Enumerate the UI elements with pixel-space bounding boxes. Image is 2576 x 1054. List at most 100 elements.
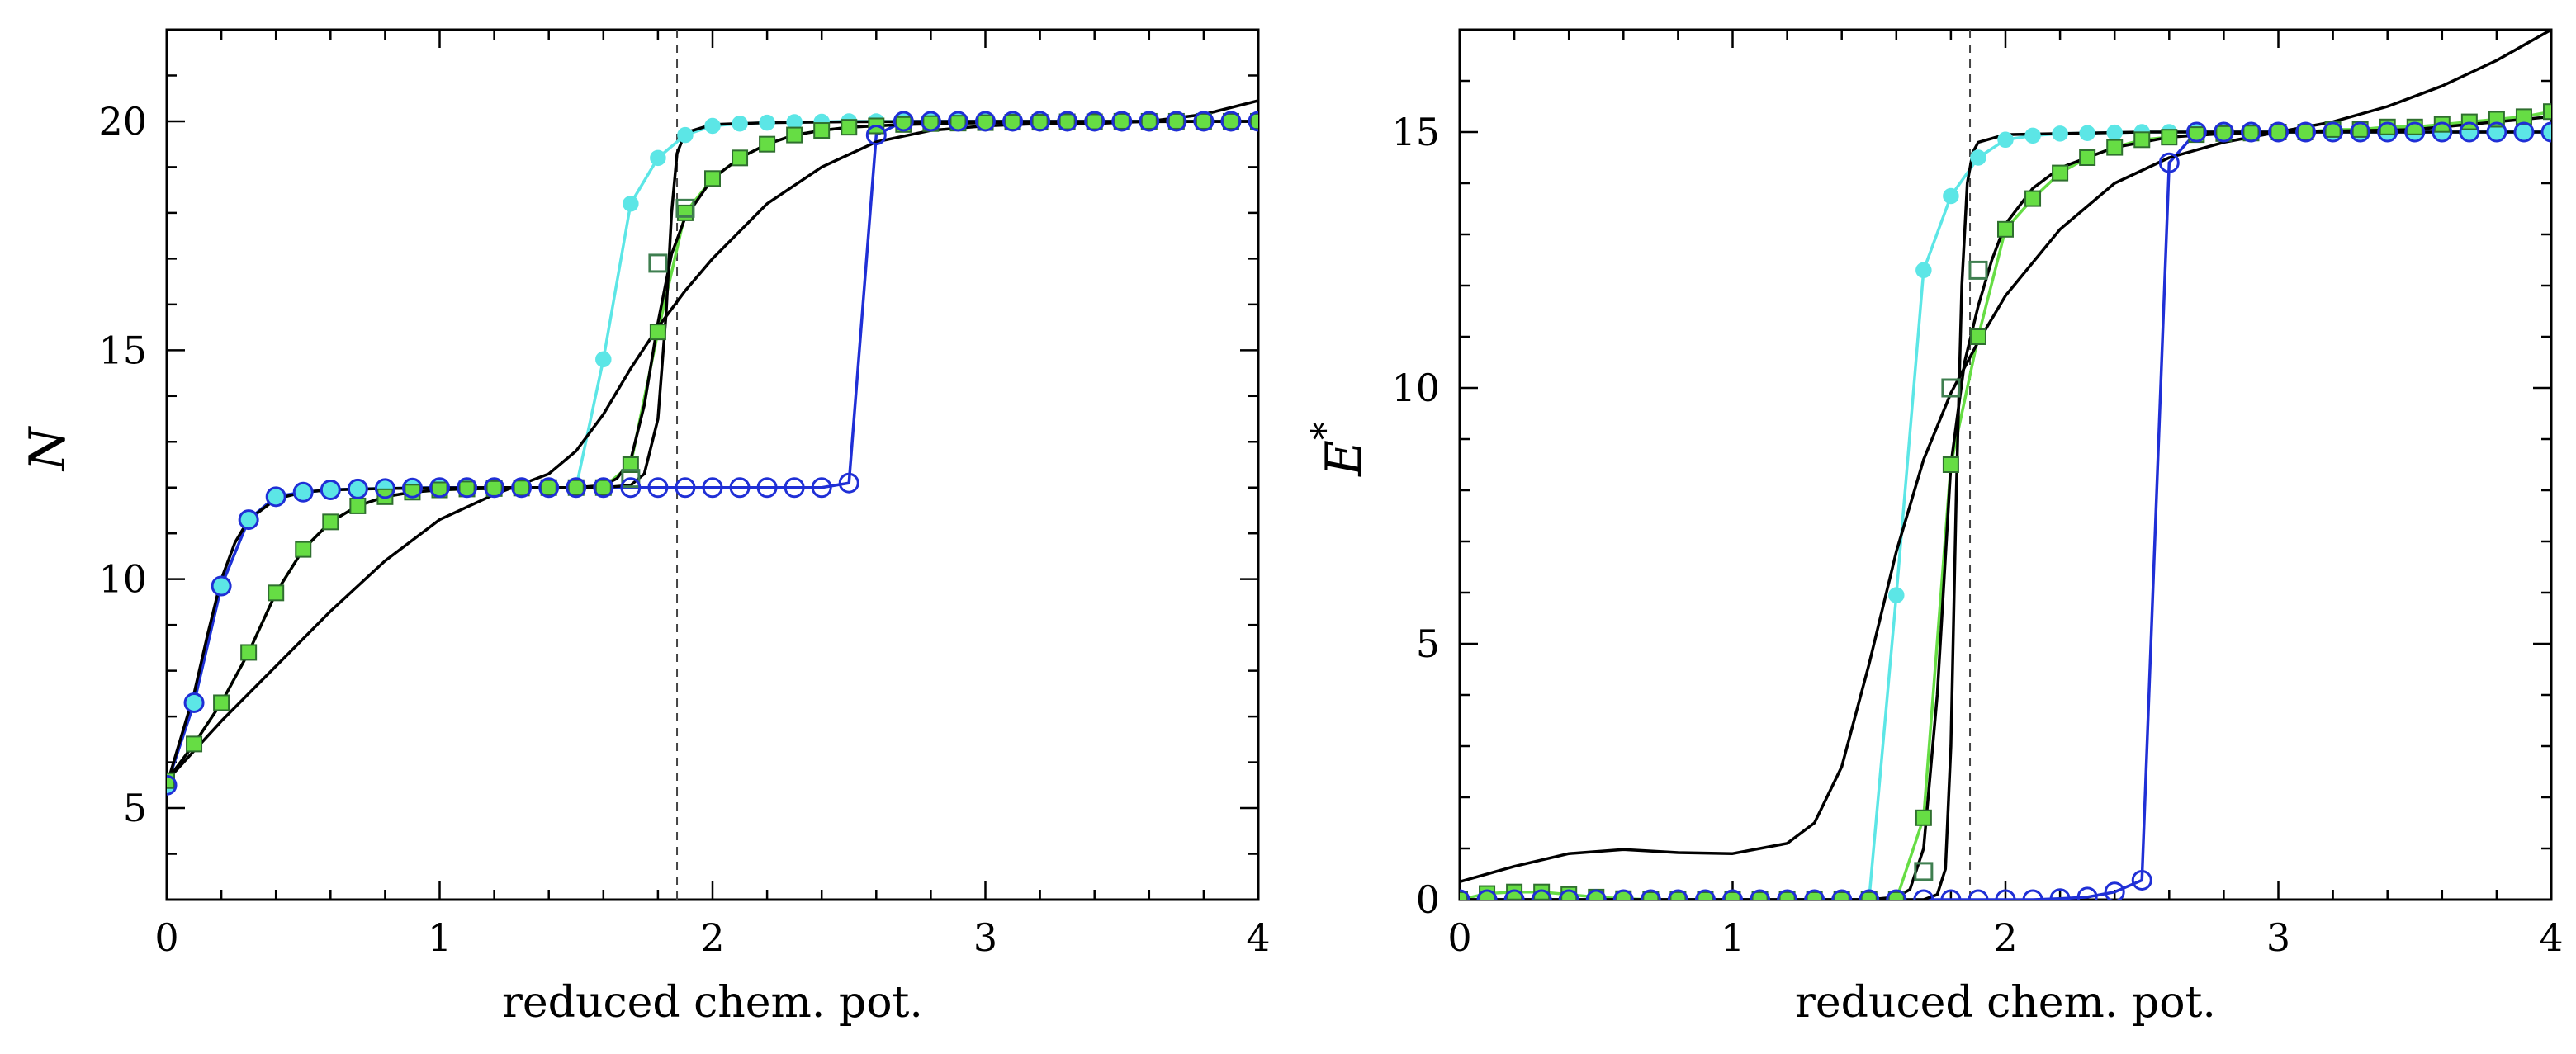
data-point	[567, 479, 585, 496]
data-point	[1476, 889, 1498, 900]
data-point	[1503, 889, 1525, 900]
x-tick-label: 2	[1993, 915, 2017, 960]
data-point	[1940, 889, 1962, 900]
data-point	[2516, 124, 2532, 140]
data-point	[676, 204, 694, 221]
data-point	[240, 511, 257, 528]
data-point	[322, 513, 339, 531]
data-point	[2540, 121, 2551, 143]
x-tick-label: 2	[700, 915, 724, 960]
data-point	[1558, 889, 1579, 900]
data-point	[1030, 111, 1051, 132]
y-axis-label-left: N	[19, 425, 77, 472]
data-point	[2133, 131, 2151, 149]
data-point	[513, 480, 530, 497]
data-point	[1086, 113, 1103, 130]
series-curve	[1460, 30, 2551, 883]
data-point	[2106, 139, 2124, 156]
data-point	[1113, 112, 1130, 130]
data-point	[677, 126, 694, 144]
series-line	[167, 120, 1258, 786]
data-point	[2049, 888, 2071, 900]
data-point	[265, 486, 286, 508]
data-point	[1722, 889, 1743, 900]
data-point	[2104, 881, 2125, 900]
data-point	[2024, 127, 2041, 144]
data-point	[704, 117, 721, 135]
data-point	[1220, 111, 1242, 132]
data-point	[240, 644, 258, 661]
data-point	[649, 324, 666, 341]
data-point	[457, 477, 478, 499]
data-point	[1506, 883, 1523, 900]
y-tick-label: 10	[98, 557, 147, 602]
data-point	[511, 477, 533, 499]
data-point	[484, 477, 505, 499]
data-point	[401, 477, 423, 499]
series-curve	[1460, 130, 2551, 900]
data-point	[841, 119, 858, 136]
data-point	[865, 125, 887, 146]
data-point	[1669, 891, 1687, 900]
data-point	[1888, 587, 1905, 603]
data-point	[1833, 891, 1850, 900]
data-point	[538, 477, 560, 499]
data-point	[2106, 124, 2123, 141]
series-line	[1460, 130, 2551, 900]
data-point	[704, 170, 721, 187]
series-line	[167, 120, 1258, 782]
data-point	[1585, 889, 1607, 900]
data-point	[1887, 891, 1905, 900]
data-point	[1640, 889, 1661, 900]
data-point	[295, 541, 312, 558]
x-tick-label: 4	[1246, 915, 1270, 960]
data-point	[675, 477, 696, 499]
data-point	[2513, 121, 2535, 143]
data-point	[622, 456, 639, 473]
data-point	[2185, 121, 2207, 143]
data-point	[648, 253, 668, 273]
plot-frame	[1458, 28, 2553, 901]
data-point	[1997, 220, 2014, 238]
data-point	[647, 477, 669, 499]
x-axis-label-right: reduced chem. pot.	[1795, 978, 2216, 1028]
data-point	[2404, 121, 2426, 143]
data-point	[2486, 121, 2507, 143]
x-tick-label: 0	[1447, 915, 1471, 960]
data-point	[920, 111, 941, 132]
data-point	[292, 481, 314, 503]
data-point	[2377, 121, 2398, 143]
data-layer	[167, 99, 1258, 796]
data-point	[1942, 456, 1959, 473]
data-point	[213, 694, 230, 711]
y-axis-label-right: E*	[1305, 422, 1373, 477]
series-line	[167, 120, 1258, 786]
data-point	[1533, 883, 1551, 900]
data-point	[1140, 112, 1158, 130]
data-point	[1941, 378, 1961, 398]
data-point	[732, 149, 749, 167]
data-point	[1694, 889, 1716, 900]
data-point	[1970, 149, 1986, 166]
x-tick-label: 1	[1721, 915, 1745, 960]
data-point	[1724, 891, 1741, 900]
data-point	[594, 479, 612, 496]
data-point	[167, 774, 178, 796]
data-point	[1968, 260, 1988, 280]
data-point	[2158, 152, 2180, 173]
data-point	[1057, 111, 1078, 132]
data-point	[650, 149, 666, 167]
data-point	[2213, 121, 2234, 143]
data-point	[2240, 121, 2261, 143]
data-point	[947, 111, 968, 132]
data-point	[566, 477, 587, 499]
series-curve	[167, 99, 1258, 782]
data-point	[1195, 112, 1212, 130]
data-point	[1642, 891, 1660, 900]
panel-left: reduced chem. pot. N 0 1 2 3 4 5 10 15 20	[19, 28, 1271, 1028]
data-point	[186, 735, 203, 753]
data-point	[1248, 111, 1258, 132]
data-point	[540, 479, 557, 496]
data-point	[2076, 886, 2098, 900]
data-point	[784, 477, 805, 499]
